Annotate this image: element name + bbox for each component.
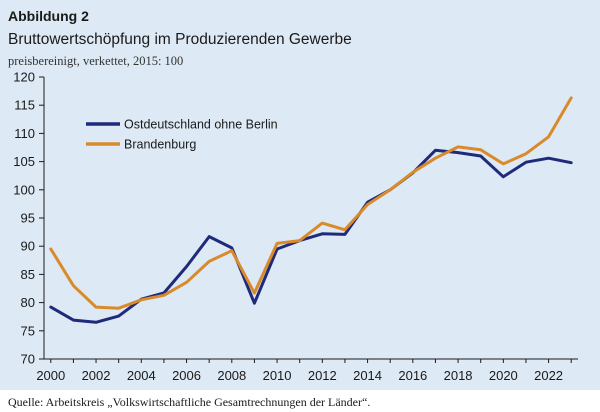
figure-label: Abbildung 2 bbox=[8, 8, 89, 24]
chart-subtitle: preisbereinigt, verkettet, 2015: 100 bbox=[8, 54, 184, 68]
x-tick-label: 2000 bbox=[36, 368, 65, 383]
legend-label: Brandenburg bbox=[124, 138, 196, 152]
y-tick-label: 80 bbox=[21, 295, 35, 310]
series-line-brandenburg bbox=[49, 96, 573, 310]
x-tick-label: 2014 bbox=[353, 368, 382, 383]
line-chart: 70 75 80 85 90 95 100 105 110 115 120 2000 2002 2004 2… bbox=[13, 70, 578, 383]
y-tick-label: 95 bbox=[21, 211, 35, 226]
x-tick-label: 2022 bbox=[534, 368, 563, 383]
y-tick-label: 85 bbox=[21, 267, 35, 282]
y-tick-label: 120 bbox=[13, 70, 35, 85]
y-tick-label: 110 bbox=[14, 126, 35, 141]
x-tick-label: 2002 bbox=[82, 368, 111, 383]
y-tick-label: 90 bbox=[21, 239, 35, 254]
y-tick-label: 70 bbox=[21, 352, 35, 367]
y-tick-label: 105 bbox=[13, 154, 35, 169]
x-tick-label: 2018 bbox=[444, 368, 473, 383]
y-tick-label: 115 bbox=[14, 98, 35, 113]
series-lines bbox=[49, 96, 573, 324]
x-tick-label: 2012 bbox=[308, 368, 337, 383]
chart-title: Bruttowertschöpfung im Produzierenden Ge… bbox=[8, 31, 352, 48]
chart-panel bbox=[0, 0, 600, 390]
x-tick-label: 2016 bbox=[398, 368, 427, 383]
legend-label: Ostdeutschland ohne Berlin bbox=[124, 118, 278, 132]
x-tick-label: 2004 bbox=[127, 368, 156, 383]
series-line-ostdeutschland bbox=[49, 148, 573, 324]
x-tick-label: 2010 bbox=[263, 368, 292, 383]
legend: Ostdeutschland ohne Berlin Brandenburg bbox=[86, 118, 278, 152]
x-tick-label: 2008 bbox=[217, 368, 246, 383]
axes: 70 75 80 85 90 95 100 105 110 115 120 2000 2002 2004 2… bbox=[13, 70, 578, 383]
source-note: Quelle: Arbeitskreis „Volkswirtschaftlic… bbox=[8, 395, 371, 409]
y-tick-label: 100 bbox=[13, 182, 35, 197]
x-tick-label: 2020 bbox=[489, 368, 518, 383]
y-tick-label: 75 bbox=[21, 323, 35, 338]
x-tick-label: 2006 bbox=[172, 368, 201, 383]
